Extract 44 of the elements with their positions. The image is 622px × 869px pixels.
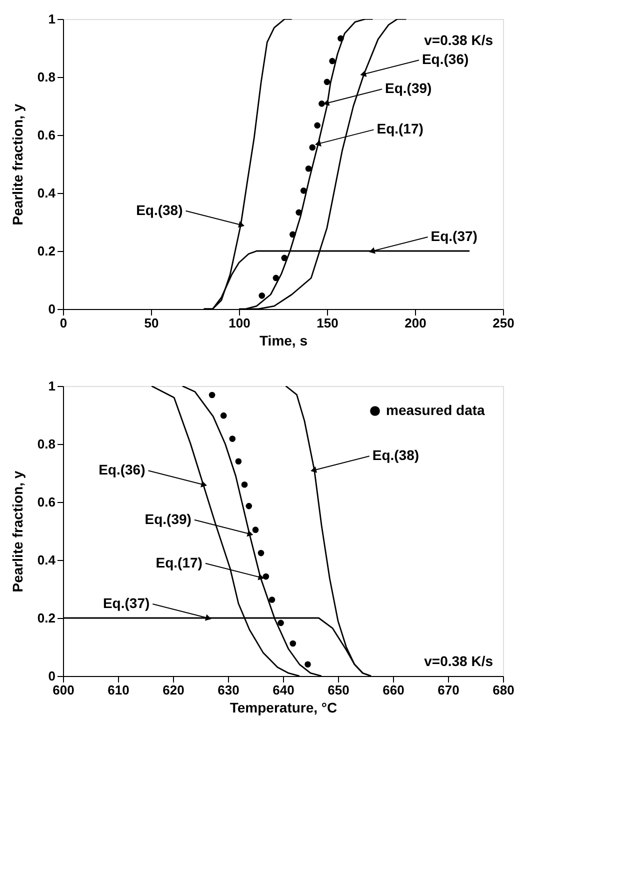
x-tick-label: 0 xyxy=(60,316,68,330)
x-tick-label: 660 xyxy=(382,682,404,698)
x-tick-label: 100 xyxy=(228,316,250,330)
x-axis-title: Temperature, °C xyxy=(230,700,338,716)
annotation: Eq.(38) xyxy=(136,202,183,218)
y-tick-label: 0.6 xyxy=(37,128,56,142)
x-tick-label: 250 xyxy=(492,316,514,330)
annotation: v=0.38 K/s xyxy=(424,32,494,48)
y-axis-title: Pearlite fraction, y xyxy=(9,104,26,226)
x-tick-label: 50 xyxy=(144,316,159,330)
y-tick-label: 0.4 xyxy=(37,552,56,568)
y-tick-label: 0 xyxy=(48,302,56,316)
y-tick-label: 0.6 xyxy=(37,494,56,510)
y-tick-label: 1 xyxy=(48,12,56,26)
annotation: Eq.(37) xyxy=(102,595,150,611)
annotation: Eq.(39) xyxy=(144,510,192,527)
x-tick-label: 630 xyxy=(218,682,240,698)
y-axis-title: Pearlite fraction, y xyxy=(9,470,26,592)
annotation: Eq.(36) xyxy=(98,462,146,478)
x-tick-label: 600 xyxy=(52,682,74,698)
annotation: Eq.(37) xyxy=(430,228,478,244)
y-tick-label: 1 xyxy=(48,378,56,394)
x-tick-label: 650 xyxy=(328,682,350,698)
y-tick-label: 0.2 xyxy=(37,610,56,626)
x-axis-title: Time, s xyxy=(260,332,308,348)
x-tick-label: 200 xyxy=(404,316,426,330)
x-tick-label: 670 xyxy=(438,682,460,698)
legend-label: measured data xyxy=(386,402,486,418)
x-tick-label: 150 xyxy=(316,316,338,330)
x-tick-label: 610 xyxy=(108,682,130,698)
annotation: Eq.(17) xyxy=(156,554,202,570)
y-tick-label: 0.2 xyxy=(37,244,56,258)
annotation: v=0.38 K/s xyxy=(424,653,494,669)
annotation: Eq.(39) xyxy=(385,80,432,96)
annotation: Eq.(38) xyxy=(372,447,420,464)
y-tick-label: 0.4 xyxy=(37,186,56,200)
annotation: Eq.(17) xyxy=(376,120,424,137)
y-tick-label: 0.8 xyxy=(37,70,56,84)
annotation: Eq.(36) xyxy=(422,51,469,68)
x-tick-label: 640 xyxy=(272,682,294,698)
x-tick-label: 620 xyxy=(162,682,184,698)
x-tick-label: 680 xyxy=(492,682,514,698)
y-tick-label: 0 xyxy=(48,668,56,684)
y-tick-label: 0.8 xyxy=(37,436,56,452)
